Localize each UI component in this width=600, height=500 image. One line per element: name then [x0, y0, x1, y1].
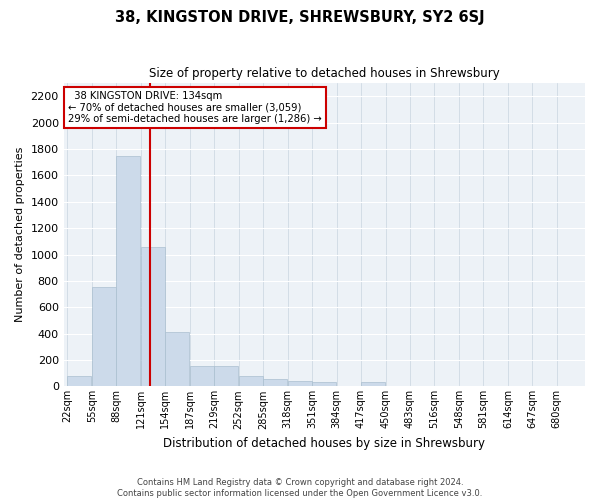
Title: Size of property relative to detached houses in Shrewsbury: Size of property relative to detached ho… [149, 68, 500, 80]
Text: 38 KINGSTON DRIVE: 134sqm
← 70% of detached houses are smaller (3,059)
29% of se: 38 KINGSTON DRIVE: 134sqm ← 70% of detac… [68, 90, 322, 124]
Text: 38, KINGSTON DRIVE, SHREWSBURY, SY2 6SJ: 38, KINGSTON DRIVE, SHREWSBURY, SY2 6SJ [115, 10, 485, 25]
Bar [67, 376, 91, 386]
Bar [116, 156, 140, 386]
Bar [239, 376, 263, 386]
Bar [92, 288, 116, 386]
Bar [214, 366, 238, 386]
Bar [190, 366, 214, 386]
Bar [263, 379, 287, 386]
Bar [141, 246, 165, 386]
Y-axis label: Number of detached properties: Number of detached properties [15, 147, 25, 322]
Text: Contains HM Land Registry data © Crown copyright and database right 2024.
Contai: Contains HM Land Registry data © Crown c… [118, 478, 482, 498]
Bar [287, 381, 311, 386]
Bar [165, 332, 189, 386]
Bar [361, 382, 385, 386]
Bar [312, 382, 336, 386]
X-axis label: Distribution of detached houses by size in Shrewsbury: Distribution of detached houses by size … [163, 437, 485, 450]
